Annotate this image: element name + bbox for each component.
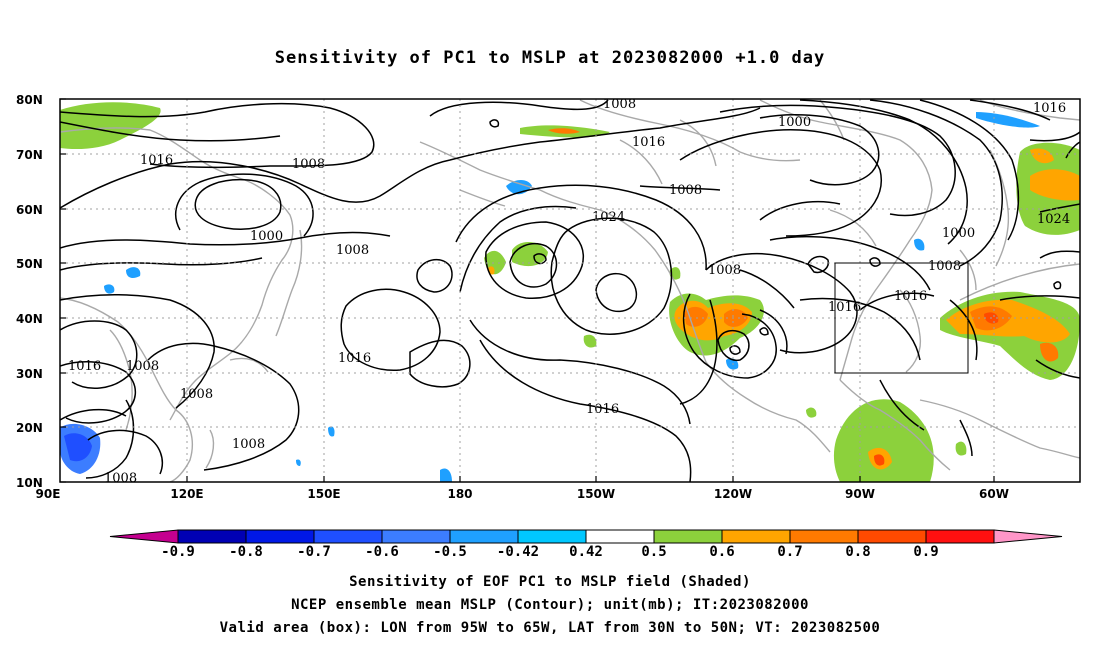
- colorbar: [109, 529, 1063, 544]
- colorbar-label: 0.7: [777, 544, 802, 560]
- footer-line-1: Sensitivity of EOF PC1 to MSLP field (Sh…: [349, 574, 751, 590]
- sensitivity-shading: [60, 102, 1080, 482]
- colorbar-label: -0.6: [365, 544, 399, 560]
- contour-label: 1008: [336, 243, 369, 258]
- contour-label: 1008: [708, 263, 741, 278]
- colorbar-swatch: [313, 529, 383, 544]
- colorbar-swatch: [177, 529, 247, 544]
- colorbar-swatch: [245, 529, 315, 544]
- lon-label: 60W: [979, 487, 1009, 501]
- lat-label: 20N: [16, 421, 43, 435]
- contour-label: 1000: [942, 226, 975, 241]
- contour-label: 1008: [669, 183, 702, 198]
- graticule: [60, 99, 1080, 482]
- map-title: Sensitivity of PC1 to MSLP at 2023082000…: [274, 48, 826, 68]
- colorbar-swatch: [381, 529, 451, 544]
- contour-label: 1008: [232, 437, 265, 452]
- lon-label: 120E: [170, 487, 203, 501]
- colorbar-swatch: [721, 529, 791, 544]
- axis-ticks: [60, 98, 995, 483]
- footer-line-3: Valid area (box): LON from 95W to 65W, L…: [219, 620, 881, 636]
- colorbar-label: 0.42: [569, 544, 603, 560]
- colorbar-label: -0.7: [297, 544, 331, 560]
- contour-label: 1008: [180, 387, 213, 402]
- footer-line-2: NCEP ensemble mean MSLP (Contour); unit(…: [291, 597, 809, 613]
- lat-label: 60N: [16, 203, 43, 217]
- colorbar-label: 0.9: [913, 544, 938, 560]
- colorbar-swatch: [857, 529, 927, 544]
- colorbar-label: 0.5: [641, 544, 666, 560]
- contour-label: 1008: [126, 359, 159, 374]
- colorbar-label: -0.5: [433, 544, 467, 560]
- lat-label: 10N: [16, 476, 43, 490]
- latitude-labels: 80N 70N 60N 50N 40N 30N 20N 10N: [16, 93, 43, 490]
- colorbar-label: 0.8: [845, 544, 870, 560]
- lat-label: 70N: [16, 148, 43, 162]
- colorbar-swatch: [585, 529, 655, 544]
- colorbar-label: -0.8: [229, 544, 263, 560]
- contour-label: 1016: [894, 289, 927, 304]
- contour-label: 1008: [104, 471, 137, 486]
- contour-label: 1016: [632, 135, 665, 150]
- colorbar-swatch: [449, 529, 519, 544]
- contour-label: 1024: [1037, 212, 1070, 227]
- contour-label: 1016: [586, 402, 619, 417]
- colorbar-labels: -0.9 -0.8 -0.7 -0.6 -0.5 -0.42 0.42 0.5 …: [161, 544, 939, 560]
- map-plot-area: 1008 1016 1000 1016 1016 1008 1008 1000 …: [60, 97, 1080, 486]
- lon-label: 120W: [714, 487, 752, 501]
- lon-label: 150E: [307, 487, 340, 501]
- contour-label: 1000: [778, 115, 811, 130]
- lat-label: 40N: [16, 312, 43, 326]
- contour-label: 1016: [338, 351, 371, 366]
- contour-label: 1000: [250, 229, 283, 244]
- colorbar-arrow-low: [109, 529, 179, 544]
- colorbar-swatch: [925, 529, 995, 544]
- lat-label: 50N: [16, 257, 43, 271]
- lat-label: 30N: [16, 367, 43, 381]
- colorbar-label: -0.9: [161, 544, 195, 560]
- colorbar-swatch: [517, 529, 587, 544]
- contour-label: 1016: [68, 359, 101, 374]
- map-frame: [59, 98, 1081, 483]
- colorbar-label: -0.42: [497, 544, 539, 560]
- valid-area-box: [834, 262, 969, 374]
- contour-label: 1024: [592, 210, 625, 225]
- colorbar-swatch: [789, 529, 859, 544]
- lon-label: 180: [447, 487, 472, 501]
- contour-label: 1016: [828, 300, 861, 315]
- contour-label: 1016: [1033, 101, 1066, 116]
- lon-label: 90W: [845, 487, 875, 501]
- colorbar-swatch: [653, 529, 723, 544]
- colorbar-label: 0.6: [709, 544, 734, 560]
- contour-label: 1008: [928, 259, 961, 274]
- contour-label: 1008: [603, 97, 636, 112]
- contour-label: 1016: [140, 153, 173, 168]
- lat-label: 80N: [16, 93, 43, 107]
- lon-label: 90E: [36, 487, 61, 501]
- longitude-labels: 90E 120E 150E 180 150W 120W 90W 60W: [36, 487, 1009, 501]
- lon-label: 150W: [577, 487, 615, 501]
- isobar-contours: [60, 99, 1080, 482]
- colorbar-arrow-high: [993, 529, 1063, 544]
- contour-label: 1008: [292, 157, 325, 172]
